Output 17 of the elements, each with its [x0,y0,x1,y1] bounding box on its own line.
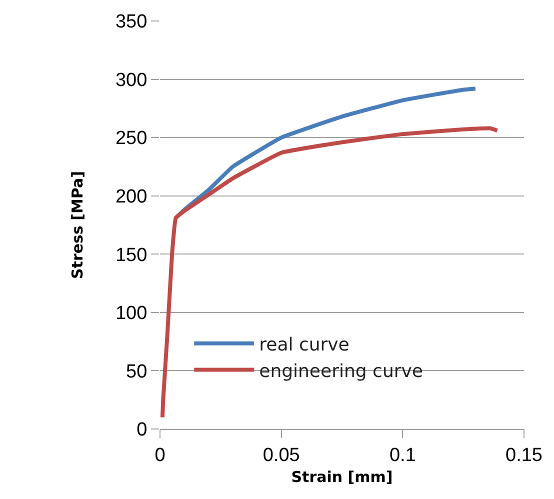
x-axis-title: Strain [mm] [291,468,393,486]
y-tick-label: 300 [115,70,148,91]
legend-label: real curve [259,334,350,356]
line-series [160,126,500,420]
x-tick-label: 0.05 [262,444,300,466]
y-tick-label: 50 [126,361,148,382]
y-tick-label: 250 [115,128,148,150]
legend-label: engineering curve [259,360,423,382]
y-tick-label: 100 [115,303,148,324]
x-tick-label: 0 [154,444,166,466]
x-tick-label: 0.1 [389,444,416,466]
y-tick-label: 0 [136,420,148,441]
y-tick-label: 150 [115,244,148,266]
y-tick-label: 200 [115,186,148,208]
x-tick-label: 0.15 [506,444,542,466]
y-tick-label: 350 [115,12,148,33]
y-axis-title: Stress [MPa] [68,171,87,279]
